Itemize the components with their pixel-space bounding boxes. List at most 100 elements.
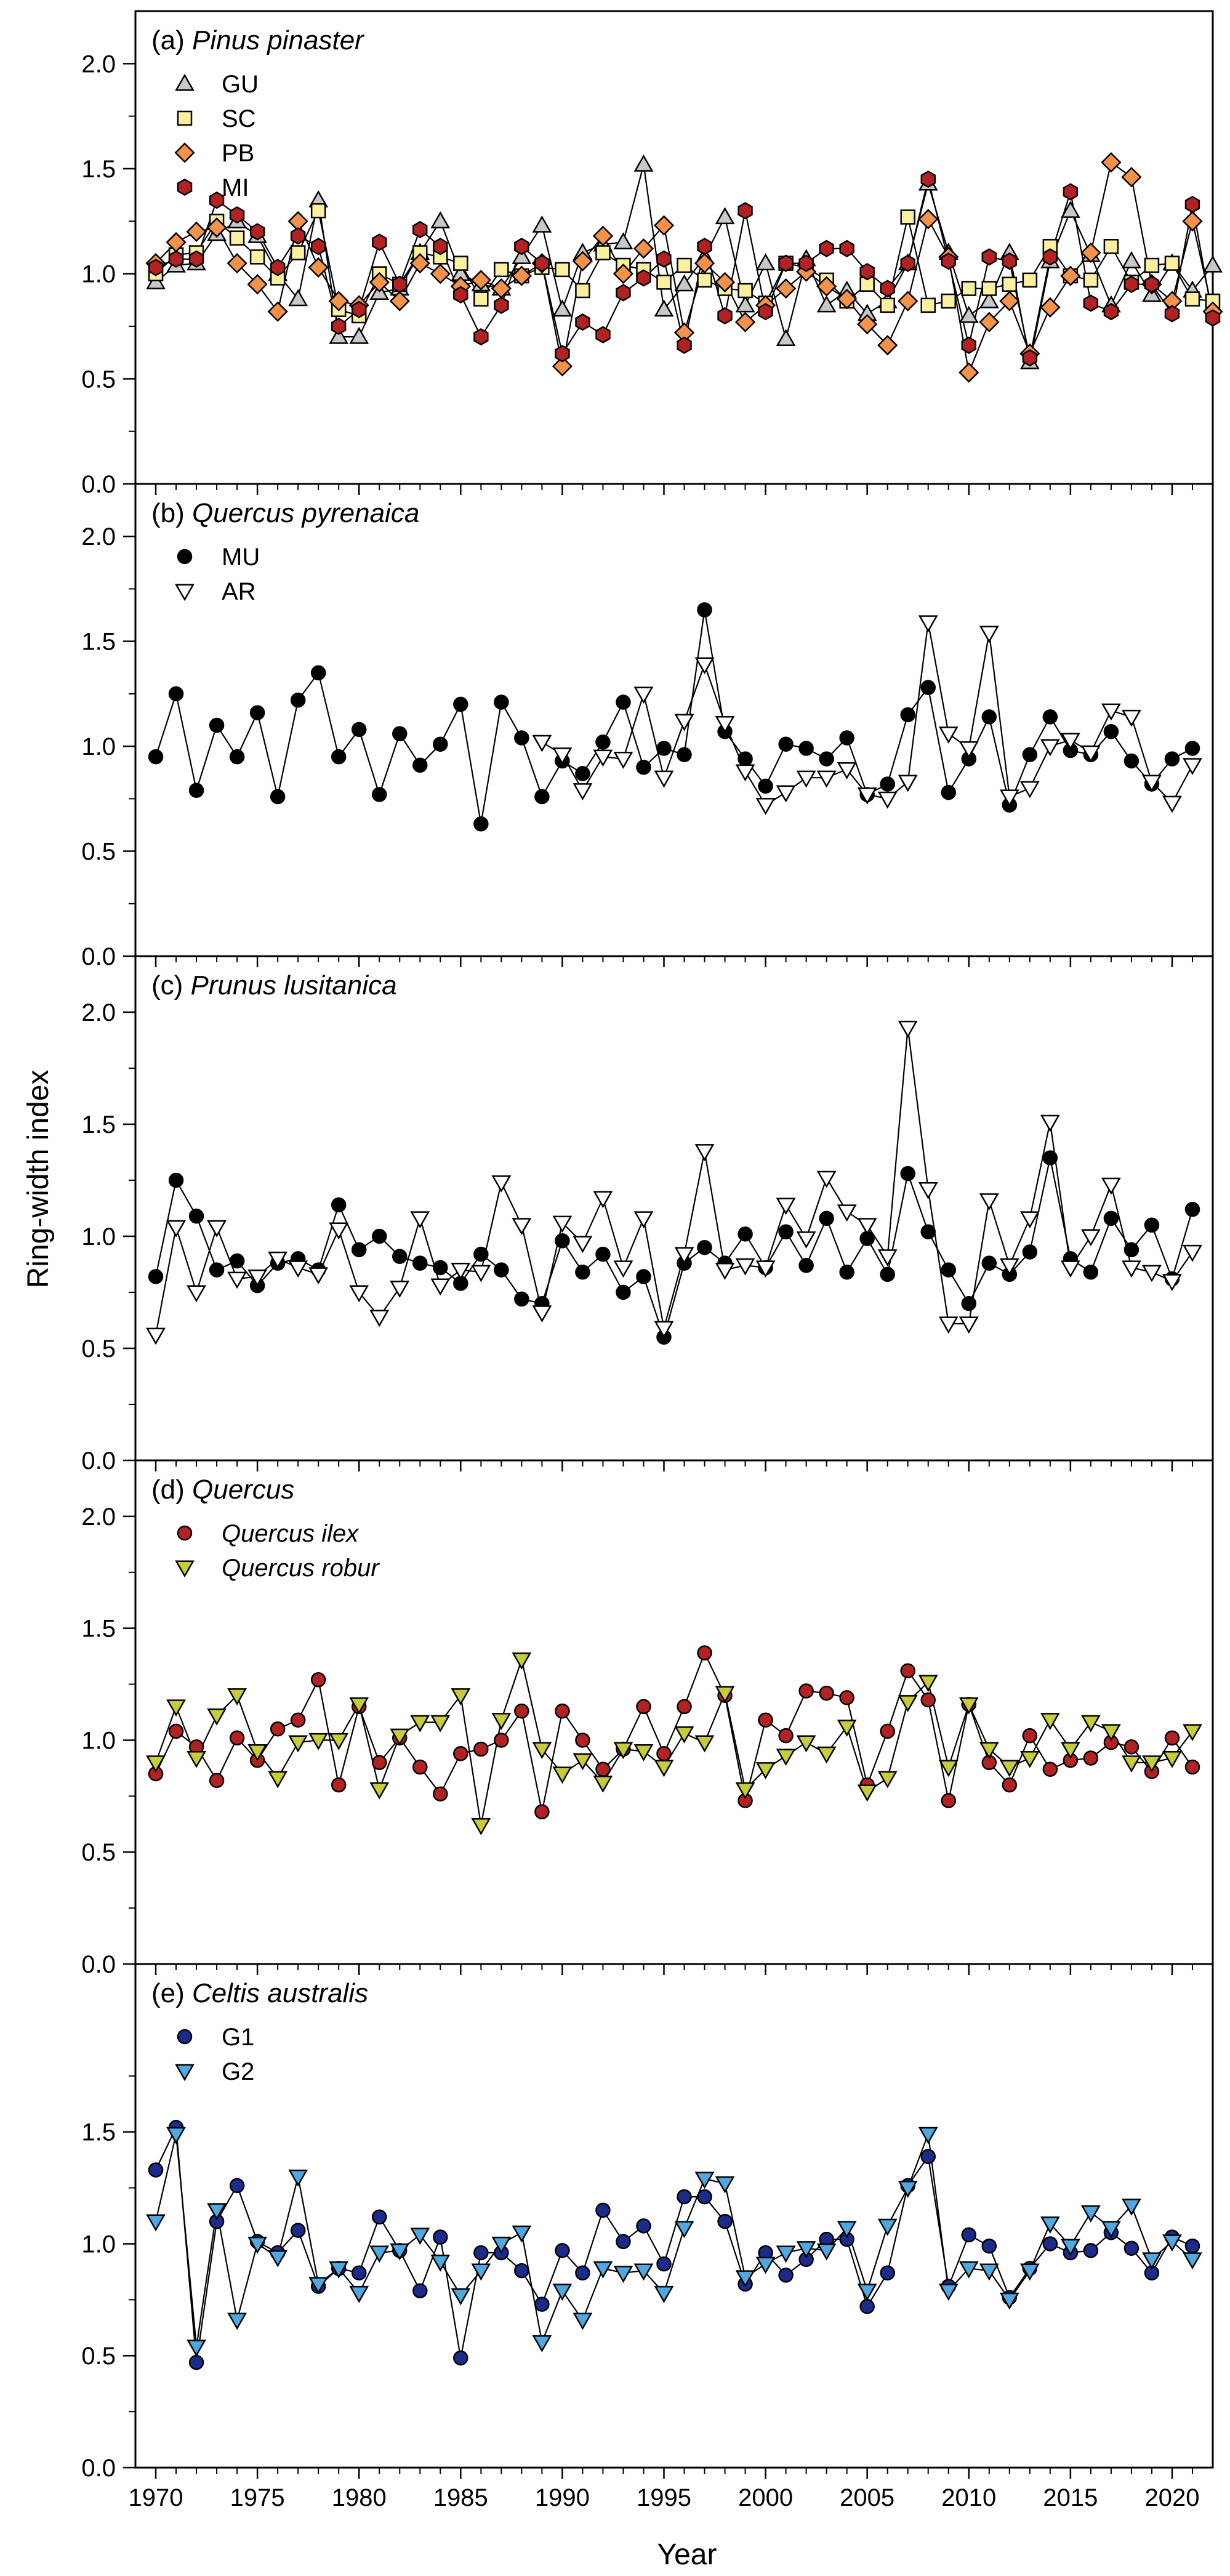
data-point bbox=[941, 252, 956, 270]
data-point bbox=[654, 1760, 674, 1777]
data-point bbox=[575, 283, 590, 299]
data-point bbox=[1144, 275, 1160, 293]
data-point bbox=[329, 1222, 349, 1240]
data-point bbox=[595, 1761, 611, 1777]
data-point bbox=[146, 2214, 166, 2232]
data-point bbox=[552, 2284, 573, 2301]
data-point bbox=[308, 2277, 329, 2295]
data-point bbox=[717, 2213, 733, 2229]
data-point bbox=[351, 722, 367, 738]
data-point bbox=[920, 297, 936, 313]
data-point bbox=[166, 1220, 186, 1238]
y-tick-label: 1.0 bbox=[81, 261, 116, 288]
data-point bbox=[1022, 747, 1038, 762]
data-point bbox=[1101, 152, 1122, 173]
data-point bbox=[207, 1220, 227, 1238]
data-point bbox=[310, 238, 326, 256]
data-point bbox=[961, 1295, 977, 1311]
data-point bbox=[593, 2261, 613, 2279]
data-point bbox=[1123, 275, 1140, 293]
data-point bbox=[595, 1246, 611, 1262]
data-point bbox=[412, 220, 428, 239]
data-point bbox=[148, 1269, 164, 1284]
data-point bbox=[552, 356, 573, 377]
panel-d: 0.0 0.5 1.0 1.5 2.0 (d) Quercus Quercus ilex Qu… bbox=[81, 1459, 1214, 1978]
data-point bbox=[207, 1708, 227, 1726]
data-point bbox=[857, 313, 878, 335]
data-point bbox=[616, 284, 631, 302]
y-tick-label: 1.0 bbox=[81, 1727, 116, 1754]
data-point bbox=[270, 259, 286, 276]
y-axis-title: Ring-width index bbox=[22, 1070, 55, 1289]
data-point bbox=[734, 312, 756, 332]
data-point bbox=[1040, 739, 1060, 757]
data-point bbox=[1040, 297, 1061, 318]
data-point bbox=[697, 1645, 712, 1660]
data-point bbox=[389, 291, 410, 312]
data-point bbox=[880, 2265, 895, 2280]
data-point bbox=[247, 2236, 268, 2254]
data-point bbox=[755, 797, 776, 815]
data-point bbox=[573, 783, 593, 800]
data-point bbox=[288, 1735, 308, 1753]
data-point bbox=[491, 2236, 512, 2254]
data-point bbox=[633, 2263, 654, 2281]
data-point bbox=[552, 747, 573, 765]
data-point bbox=[613, 232, 633, 250]
y-tick-label: 2.0 bbox=[81, 523, 116, 550]
data-point bbox=[776, 2245, 796, 2263]
data-point bbox=[453, 1746, 468, 1761]
data-point bbox=[1083, 1264, 1099, 1280]
data-point bbox=[371, 787, 387, 802]
data-point bbox=[229, 230, 245, 246]
legend-label: Quercus ilex bbox=[222, 1520, 360, 1547]
x-tick-label: 1990 bbox=[535, 2484, 590, 2511]
legend-marker bbox=[177, 110, 193, 126]
panel-e: 0.0 0.5 1.0 1.5 1970 1975 1980 1985 1990 1995 2000… bbox=[81, 1963, 1214, 2511]
data-point bbox=[758, 778, 773, 794]
data-point bbox=[473, 2245, 489, 2261]
data-point bbox=[1060, 265, 1081, 286]
data-point bbox=[1080, 745, 1101, 763]
data-point bbox=[451, 1263, 471, 1280]
data-point bbox=[857, 2284, 877, 2301]
y-tick-label: 0.0 bbox=[81, 2455, 116, 2482]
data-point bbox=[898, 1695, 918, 1712]
data-point bbox=[1123, 1739, 1140, 1755]
data-point bbox=[392, 1249, 408, 1265]
data-point bbox=[898, 2180, 918, 2198]
data-point bbox=[941, 784, 957, 800]
data-point bbox=[776, 1749, 796, 1766]
data-point bbox=[1122, 1755, 1141, 1773]
panel-letter: (c) bbox=[151, 970, 191, 1000]
data-point bbox=[473, 328, 489, 346]
data-point bbox=[532, 735, 552, 752]
data-point bbox=[575, 766, 590, 781]
data-point bbox=[249, 223, 265, 241]
data-point bbox=[1103, 239, 1119, 254]
data-point bbox=[981, 248, 997, 266]
data-point bbox=[674, 1726, 694, 1744]
data-point bbox=[979, 1742, 999, 1760]
data-point bbox=[410, 1211, 430, 1229]
data-point bbox=[1060, 1742, 1080, 1760]
data-point bbox=[412, 757, 428, 773]
data-point bbox=[168, 250, 184, 268]
y-tick-label: 2.0 bbox=[81, 1503, 116, 1531]
data-point bbox=[1164, 305, 1180, 323]
data-point bbox=[697, 602, 712, 618]
data-point bbox=[656, 2256, 672, 2272]
data-point bbox=[981, 281, 997, 296]
data-point bbox=[371, 1755, 387, 1771]
data-point bbox=[166, 1699, 186, 1717]
panel-species-name: Pinus pinaster bbox=[192, 25, 365, 55]
data-point bbox=[697, 2189, 712, 2205]
legend-marker bbox=[177, 1525, 193, 1541]
data-point bbox=[412, 1255, 428, 1271]
data-point bbox=[837, 289, 858, 310]
data-point bbox=[433, 2229, 448, 2245]
data-point bbox=[776, 329, 796, 347]
data-point bbox=[555, 1233, 570, 1249]
data-point bbox=[778, 2268, 794, 2283]
data-point bbox=[798, 1258, 814, 1273]
